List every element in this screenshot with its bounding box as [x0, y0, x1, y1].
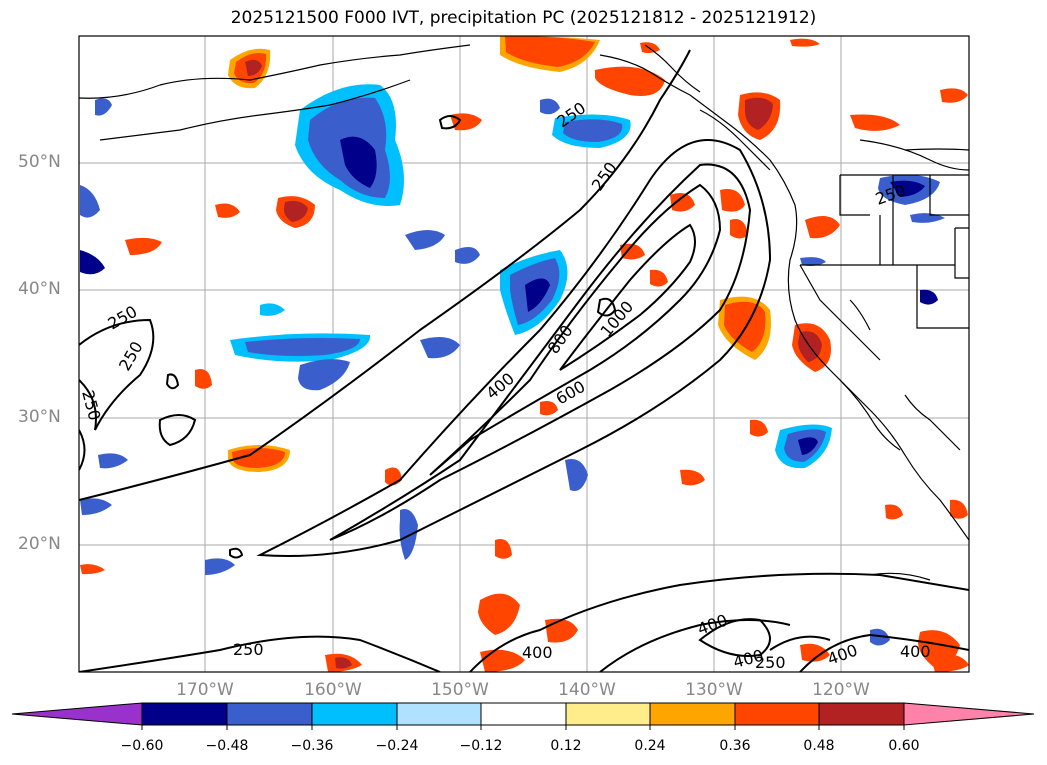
colorbar-tick-label: −0.36	[290, 738, 334, 754]
colorbar-tick-label: −0.60	[120, 738, 164, 754]
positive-precip-regions	[80, 36, 969, 672]
contour-label: 250	[233, 640, 264, 659]
lon-label: 130°W	[685, 680, 743, 700]
colorbar-tick-label: 0.60	[888, 738, 920, 754]
colorbar-tick-label: −0.12	[459, 738, 503, 754]
lon-label: 160°W	[304, 680, 362, 700]
colorbar-upper-extension	[903, 702, 1035, 726]
lat-label: 40°N	[18, 279, 61, 299]
lat-label: 50°N	[18, 152, 61, 172]
contour-label: 400	[900, 642, 931, 661]
ivt-contours	[79, 49, 969, 672]
contour-label: 250	[115, 338, 147, 374]
coastlines	[79, 44, 969, 581]
colorbar-tick-label: 0.24	[634, 738, 666, 754]
graticule	[79, 36, 969, 672]
contour-label: 600	[553, 377, 589, 409]
contour-label: 1000	[597, 297, 638, 340]
contour-label: 400	[825, 640, 860, 668]
contour-label: 250	[588, 158, 621, 194]
colorbar-tick-label: 0.12	[550, 738, 582, 754]
contour-label: 250	[105, 302, 141, 334]
colorbar-tick-label: 0.36	[719, 738, 751, 754]
contour-label: 250	[78, 388, 104, 422]
map-frame	[78, 35, 970, 673]
colorbar-tick-label: −0.24	[375, 738, 419, 754]
contour-label: 250	[755, 653, 786, 672]
colorbar-tick-label: 0.48	[803, 738, 835, 754]
colorbar-tick-marks	[141, 725, 905, 730]
lon-label: 120°W	[812, 680, 870, 700]
contour-label: 400	[695, 610, 730, 638]
lat-label: 30°N	[18, 407, 61, 427]
colorbar-lower-extension	[11, 702, 143, 726]
map-title: 2025121500 F000 IVT, precipitation PC (2…	[230, 8, 817, 28]
colorbar-tick-label: −0.48	[205, 738, 249, 754]
contour-label: 400	[522, 643, 553, 662]
negative-precip-regions	[80, 84, 945, 646]
lat-label: 20°N	[18, 534, 61, 554]
lon-label: 170°W	[176, 680, 234, 700]
lon-label: 150°W	[431, 680, 489, 700]
lon-label: 140°W	[558, 680, 616, 700]
colorbar	[11, 702, 1035, 726]
